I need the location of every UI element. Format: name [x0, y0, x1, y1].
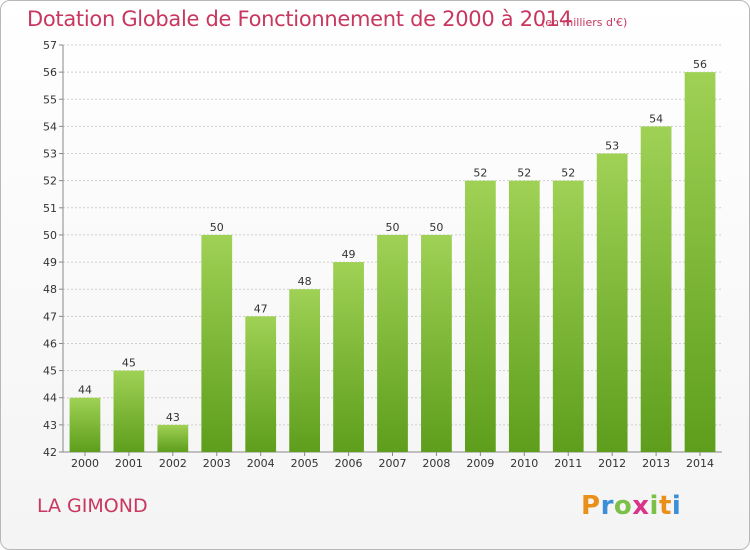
bar-2004 [245, 316, 277, 452]
y-tick-label: 48 [43, 283, 57, 296]
data-label-2004: 47 [254, 302, 268, 315]
chart-title: Dotation Globale de Fonctionnement de 20… [27, 7, 572, 31]
x-tick-label-2004: 2004 [247, 457, 275, 470]
y-tick-label: 51 [43, 202, 57, 215]
bar-2001 [113, 370, 145, 452]
bar-2007 [377, 234, 408, 452]
data-label-2008: 50 [429, 221, 443, 234]
x-tick-label-2000: 2000 [71, 457, 99, 470]
x-tick-label-2013: 2013 [642, 457, 670, 470]
y-tick-label: 55 [43, 93, 57, 106]
y-tick-label: 52 [43, 175, 57, 188]
proxiti-logo: Proxiti [581, 491, 682, 521]
data-label-2013: 54 [649, 112, 663, 125]
x-tick-label-2014: 2014 [686, 457, 714, 470]
y-tick-label: 45 [43, 365, 57, 378]
data-label-2002: 43 [166, 411, 180, 424]
y-tick-label: 42 [43, 446, 57, 459]
bar-2014 [684, 72, 716, 452]
x-tick-label-2002: 2002 [159, 457, 187, 470]
data-label-2006: 49 [342, 248, 356, 261]
y-tick-label: 43 [43, 419, 57, 432]
bar-2002 [157, 424, 189, 452]
x-tick-label-2010: 2010 [510, 457, 538, 470]
x-tick-label-2008: 2008 [422, 457, 450, 470]
bar-2011 [552, 180, 584, 452]
y-tick-label: 53 [43, 148, 57, 161]
bar-2010 [508, 180, 540, 452]
x-tick-label-2012: 2012 [598, 457, 626, 470]
data-label-2005: 48 [298, 275, 312, 288]
data-label-2009: 52 [473, 167, 487, 180]
bar-2005 [289, 289, 321, 452]
y-tick-label: 49 [43, 256, 57, 269]
chart-subtitle: (en milliers d'€) [541, 16, 628, 29]
bar-2003 [201, 234, 233, 452]
y-tick-label: 56 [43, 66, 57, 79]
x-tick-label-2009: 2009 [466, 457, 494, 470]
data-label-2000: 44 [78, 384, 92, 397]
bar-2012 [596, 153, 628, 453]
data-label-2003: 50 [210, 221, 224, 234]
bar-2006 [333, 262, 364, 452]
x-tick-label-2003: 2003 [203, 457, 231, 470]
x-tick-label-2005: 2005 [291, 457, 319, 470]
data-label-2011: 52 [561, 167, 575, 180]
data-label-2012: 53 [605, 140, 619, 153]
y-tick-label: 50 [43, 229, 57, 242]
x-tick-label-2007: 2007 [379, 457, 407, 470]
y-tick-label: 57 [43, 39, 57, 52]
data-label-2010: 52 [517, 167, 531, 180]
y-tick-label: 44 [43, 392, 57, 405]
x-tick-label-2006: 2006 [335, 457, 363, 470]
x-tick-label-2001: 2001 [115, 457, 143, 470]
y-tick-label: 47 [43, 310, 57, 323]
bar-2008 [421, 234, 452, 452]
y-tick-label: 46 [43, 337, 57, 350]
label-layer: 44 45 43 50 47 48 49 50 50 52 52 52 53 54 56 [78, 58, 707, 424]
commune-name: LA GIMOND [37, 495, 148, 517]
x-tick-label-2011: 2011 [554, 457, 582, 470]
data-label-2014: 56 [693, 58, 707, 71]
data-label-2007: 50 [386, 221, 400, 234]
bar-2000 [69, 397, 101, 452]
bar-2013 [640, 126, 672, 453]
data-label-2001: 45 [122, 357, 136, 370]
bar-2009 [464, 180, 496, 452]
bar-layer [69, 72, 716, 453]
y-tick-label: 54 [43, 120, 57, 133]
